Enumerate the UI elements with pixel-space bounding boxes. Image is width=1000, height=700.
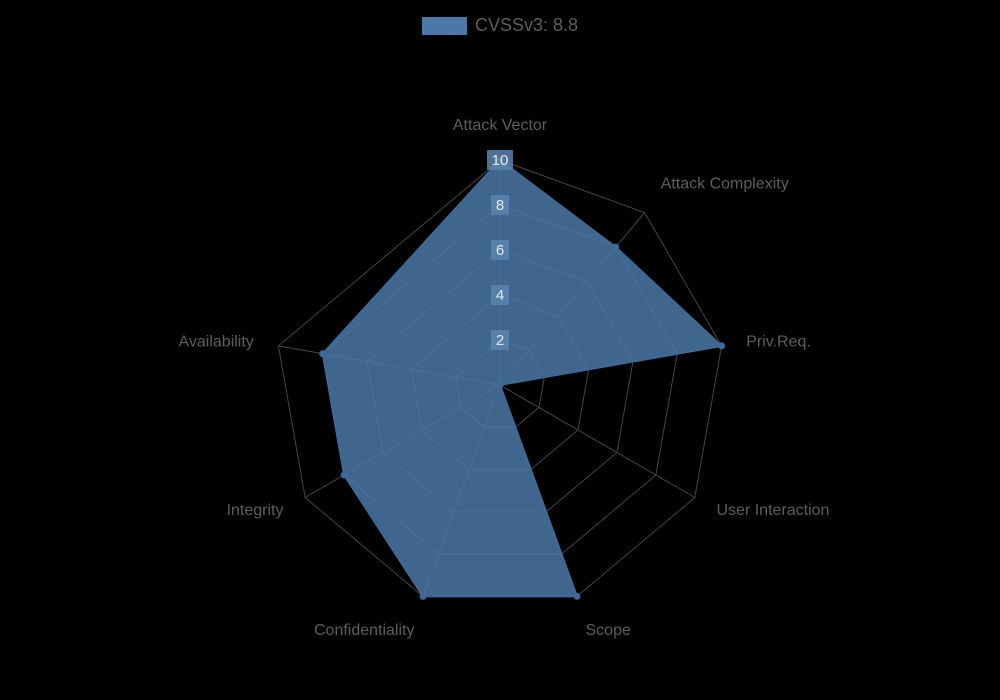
svg-text:Attack Vector: Attack Vector bbox=[453, 117, 548, 134]
svg-text:4: 4 bbox=[496, 287, 504, 304]
svg-text:8: 8 bbox=[496, 197, 504, 214]
svg-text:Priv.Req.: Priv.Req. bbox=[746, 334, 811, 351]
svg-text:Availability: Availability bbox=[179, 334, 254, 351]
svg-text:Scope: Scope bbox=[586, 622, 631, 639]
svg-text:2: 2 bbox=[496, 332, 504, 349]
svg-text:6: 6 bbox=[496, 242, 504, 259]
svg-text:Attack Complexity: Attack Complexity bbox=[661, 175, 789, 192]
svg-text:User Interaction: User Interaction bbox=[717, 502, 830, 519]
svg-text:10: 10 bbox=[492, 152, 509, 169]
legend-label: CVSSv3: 8.8 bbox=[475, 15, 578, 36]
svg-text:Confidentiality: Confidentiality bbox=[314, 622, 415, 639]
radar-chart: 2 4 6 8 10 Attack Vector Attack Complexity Priv… bbox=[0, 45, 1000, 700]
chart-legend: CVSSv3: 8.8 bbox=[422, 15, 578, 36]
svg-text:Integrity: Integrity bbox=[227, 502, 284, 519]
legend-swatch bbox=[422, 17, 467, 35]
